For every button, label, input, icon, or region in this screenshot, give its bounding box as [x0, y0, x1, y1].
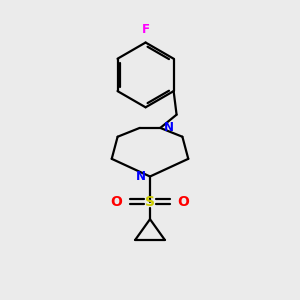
Text: O: O — [111, 194, 123, 208]
Text: N: N — [136, 170, 146, 183]
Text: S: S — [145, 194, 155, 208]
Text: F: F — [142, 23, 150, 36]
Text: N: N — [164, 122, 174, 134]
Text: O: O — [177, 194, 189, 208]
